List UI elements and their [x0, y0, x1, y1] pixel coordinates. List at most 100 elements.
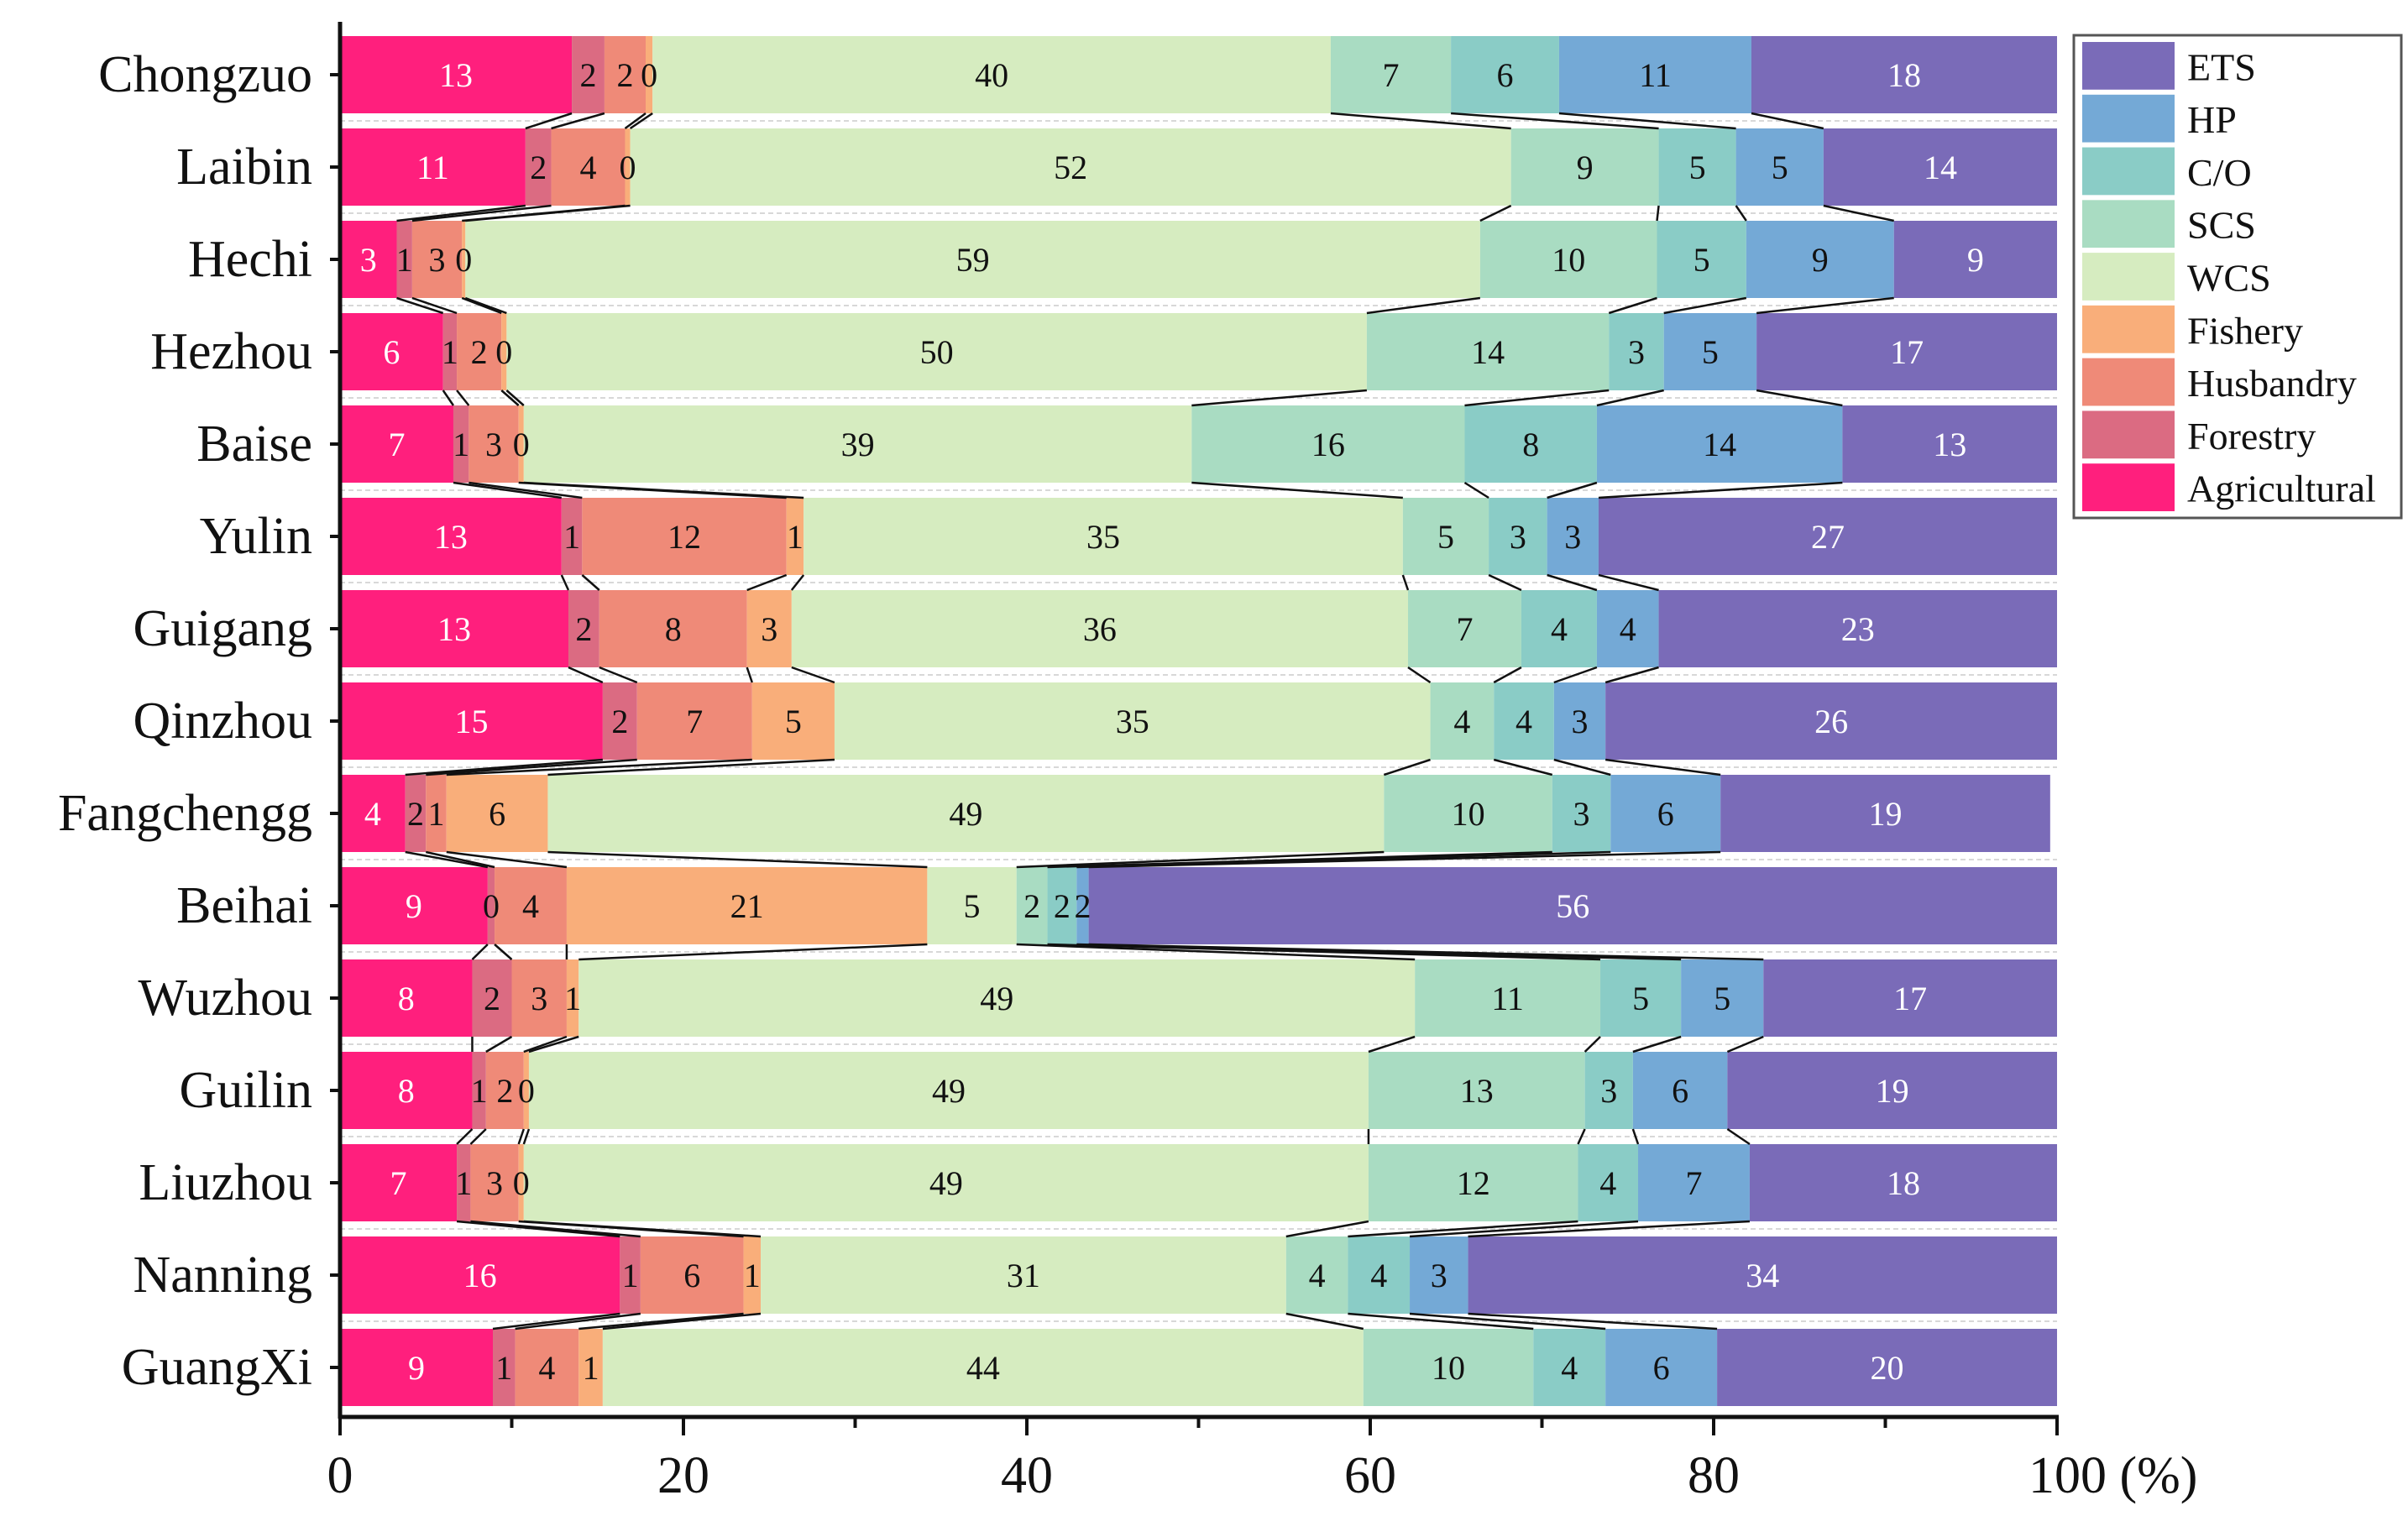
bar-segment-fishery-hezhou: [501, 313, 507, 390]
boundary-connector: [1577, 1128, 1586, 1145]
segment-value-label: 7: [1685, 1164, 1702, 1202]
boundary-connector: [396, 296, 444, 315]
bar-segment-ets-laibin: [1823, 128, 2057, 206]
segment-value-label: 4: [364, 795, 381, 833]
boundary-connector: [1409, 1312, 1606, 1330]
segment-value-label: 49: [980, 980, 1013, 1017]
boundary-connector: [456, 389, 470, 406]
bar-segment-ets-hezhou: [1756, 313, 2057, 390]
boundary-connector: [525, 112, 573, 130]
boundary-connector: [1663, 296, 1747, 315]
x-tick-label: 100 (%): [2028, 1447, 2197, 1504]
bar-segment-scs-nanning: [1285, 1236, 1348, 1314]
boundary-connector: [1191, 389, 1368, 407]
boundary-connector: [746, 667, 753, 683]
bar-segment-forestry-hezhou: [442, 313, 458, 390]
segment-value-label: 5: [1632, 980, 1649, 1017]
bar-segment-ets-wuzhou: [1763, 959, 2057, 1037]
segment-value-label: 49: [932, 1072, 966, 1110]
boundary-connector: [1463, 481, 1489, 499]
bar-segment-fishery-liuzhou: [518, 1144, 524, 1221]
bar-segment-scs-guigang: [1407, 590, 1521, 667]
segment-value-label: 4: [1561, 1349, 1578, 1387]
segment-value-label: 1: [744, 1257, 761, 1294]
boundary-connector: [500, 389, 520, 406]
segment-value-label: 2: [484, 980, 500, 1017]
boundary-connector: [446, 850, 568, 869]
boundary-connector: [1656, 205, 1660, 222]
category-label: Wuzhou: [138, 970, 312, 1027]
segment-value-label: 3: [486, 1164, 503, 1202]
boundary-connector: [1016, 850, 1385, 869]
bar-segment-fishery-chongzuo: [646, 36, 653, 113]
segment-value-label: 50: [920, 333, 954, 371]
segment-value-label: 36: [1083, 610, 1117, 648]
boundary-connector: [1547, 481, 1598, 499]
segment-value-label: 3: [1431, 1257, 1447, 1294]
legend-swatch-hp: [2082, 94, 2175, 143]
segment-value-label: 1: [563, 518, 580, 556]
segment-value-label: 13: [434, 518, 468, 556]
segment-value-label: 9: [406, 887, 422, 925]
segment-value-label: 11: [416, 149, 449, 186]
segment-value-label: 5: [1437, 518, 1454, 556]
bar-segment-hp-wuzhou: [1681, 959, 1764, 1037]
boundary-connector: [551, 112, 605, 130]
category-label: Chongzuo: [98, 46, 312, 103]
bar-segment-husbandry-liuzhou: [470, 1144, 519, 1221]
segment-value-label: 7: [1383, 56, 1400, 94]
segment-value-label: 27: [1811, 518, 1845, 556]
boundary-connector: [1348, 1220, 1578, 1238]
segment-value-label: 0: [495, 333, 512, 371]
segment-value-label: 7: [686, 703, 703, 740]
segment-value-label: 4: [1620, 610, 1636, 648]
boundary-connector: [1726, 1127, 1751, 1146]
boundary-connector: [1553, 758, 1611, 776]
segment-value-label: 0: [641, 56, 657, 94]
boundary-connector: [1598, 573, 1659, 592]
segment-value-label: 3: [1628, 333, 1645, 371]
bar-segment-fishery-qinzhou: [751, 682, 835, 760]
segment-value-label: 3: [485, 426, 502, 463]
boundary-connector: [1366, 296, 1481, 315]
boundary-connector: [453, 481, 562, 499]
boundary-connector: [1751, 112, 1824, 130]
bar-segment-forestry-baise: [453, 405, 469, 483]
boundary-connector: [1604, 666, 1659, 684]
category-label: Liuzhou: [139, 1154, 312, 1211]
boundary-connector: [396, 204, 526, 222]
boundary-connector: [746, 573, 788, 592]
bar-segment-agricultural-liuzhou: [340, 1144, 458, 1221]
bar-segment-agricultural-yulin: [340, 498, 562, 575]
boundary-connector: [1726, 1035, 1764, 1053]
boundary-connector: [1553, 666, 1598, 684]
bar-segment-c-o-nanning: [1348, 1236, 1411, 1314]
legend-swatch-ets: [2082, 42, 2175, 90]
bar-segment-agricultural-laibin: [340, 128, 526, 206]
boundary-connector: [1088, 850, 1721, 869]
x-tick-label: 40: [1001, 1447, 1053, 1504]
segment-value-label: 16: [463, 1257, 497, 1294]
bar-segment-forestry-laibin: [525, 128, 552, 206]
boundary-connector: [469, 1128, 487, 1145]
segment-value-label: 6: [1653, 1349, 1670, 1387]
segment-value-label: 31: [1007, 1257, 1040, 1294]
boundary-connector: [1348, 1312, 1534, 1330]
bar-segment-forestry-chongzuo: [572, 36, 605, 113]
boundary-connector: [456, 1128, 474, 1145]
boundary-connector: [523, 481, 804, 499]
segment-value-label: 9: [408, 1349, 425, 1387]
bar-segment-hp-hechi: [1746, 221, 1894, 298]
bar-segment-husbandry-baise: [469, 405, 519, 483]
bar-segment-wcs-guangxi: [602, 1329, 1364, 1406]
boundary-connector: [1383, 758, 1431, 776]
segment-value-label: 9: [1812, 241, 1829, 279]
boundary-connector: [1558, 112, 1736, 130]
bar-segment-c-o-qinzhou: [1494, 682, 1554, 760]
bar-segment-husbandry-guilin: [485, 1052, 524, 1129]
segment-value-label: 4: [522, 887, 539, 925]
bar-segment-c-o-hezhou: [1609, 313, 1664, 390]
segment-value-label: 18: [1887, 1164, 1920, 1202]
segment-value-label: 5: [1714, 980, 1730, 1017]
